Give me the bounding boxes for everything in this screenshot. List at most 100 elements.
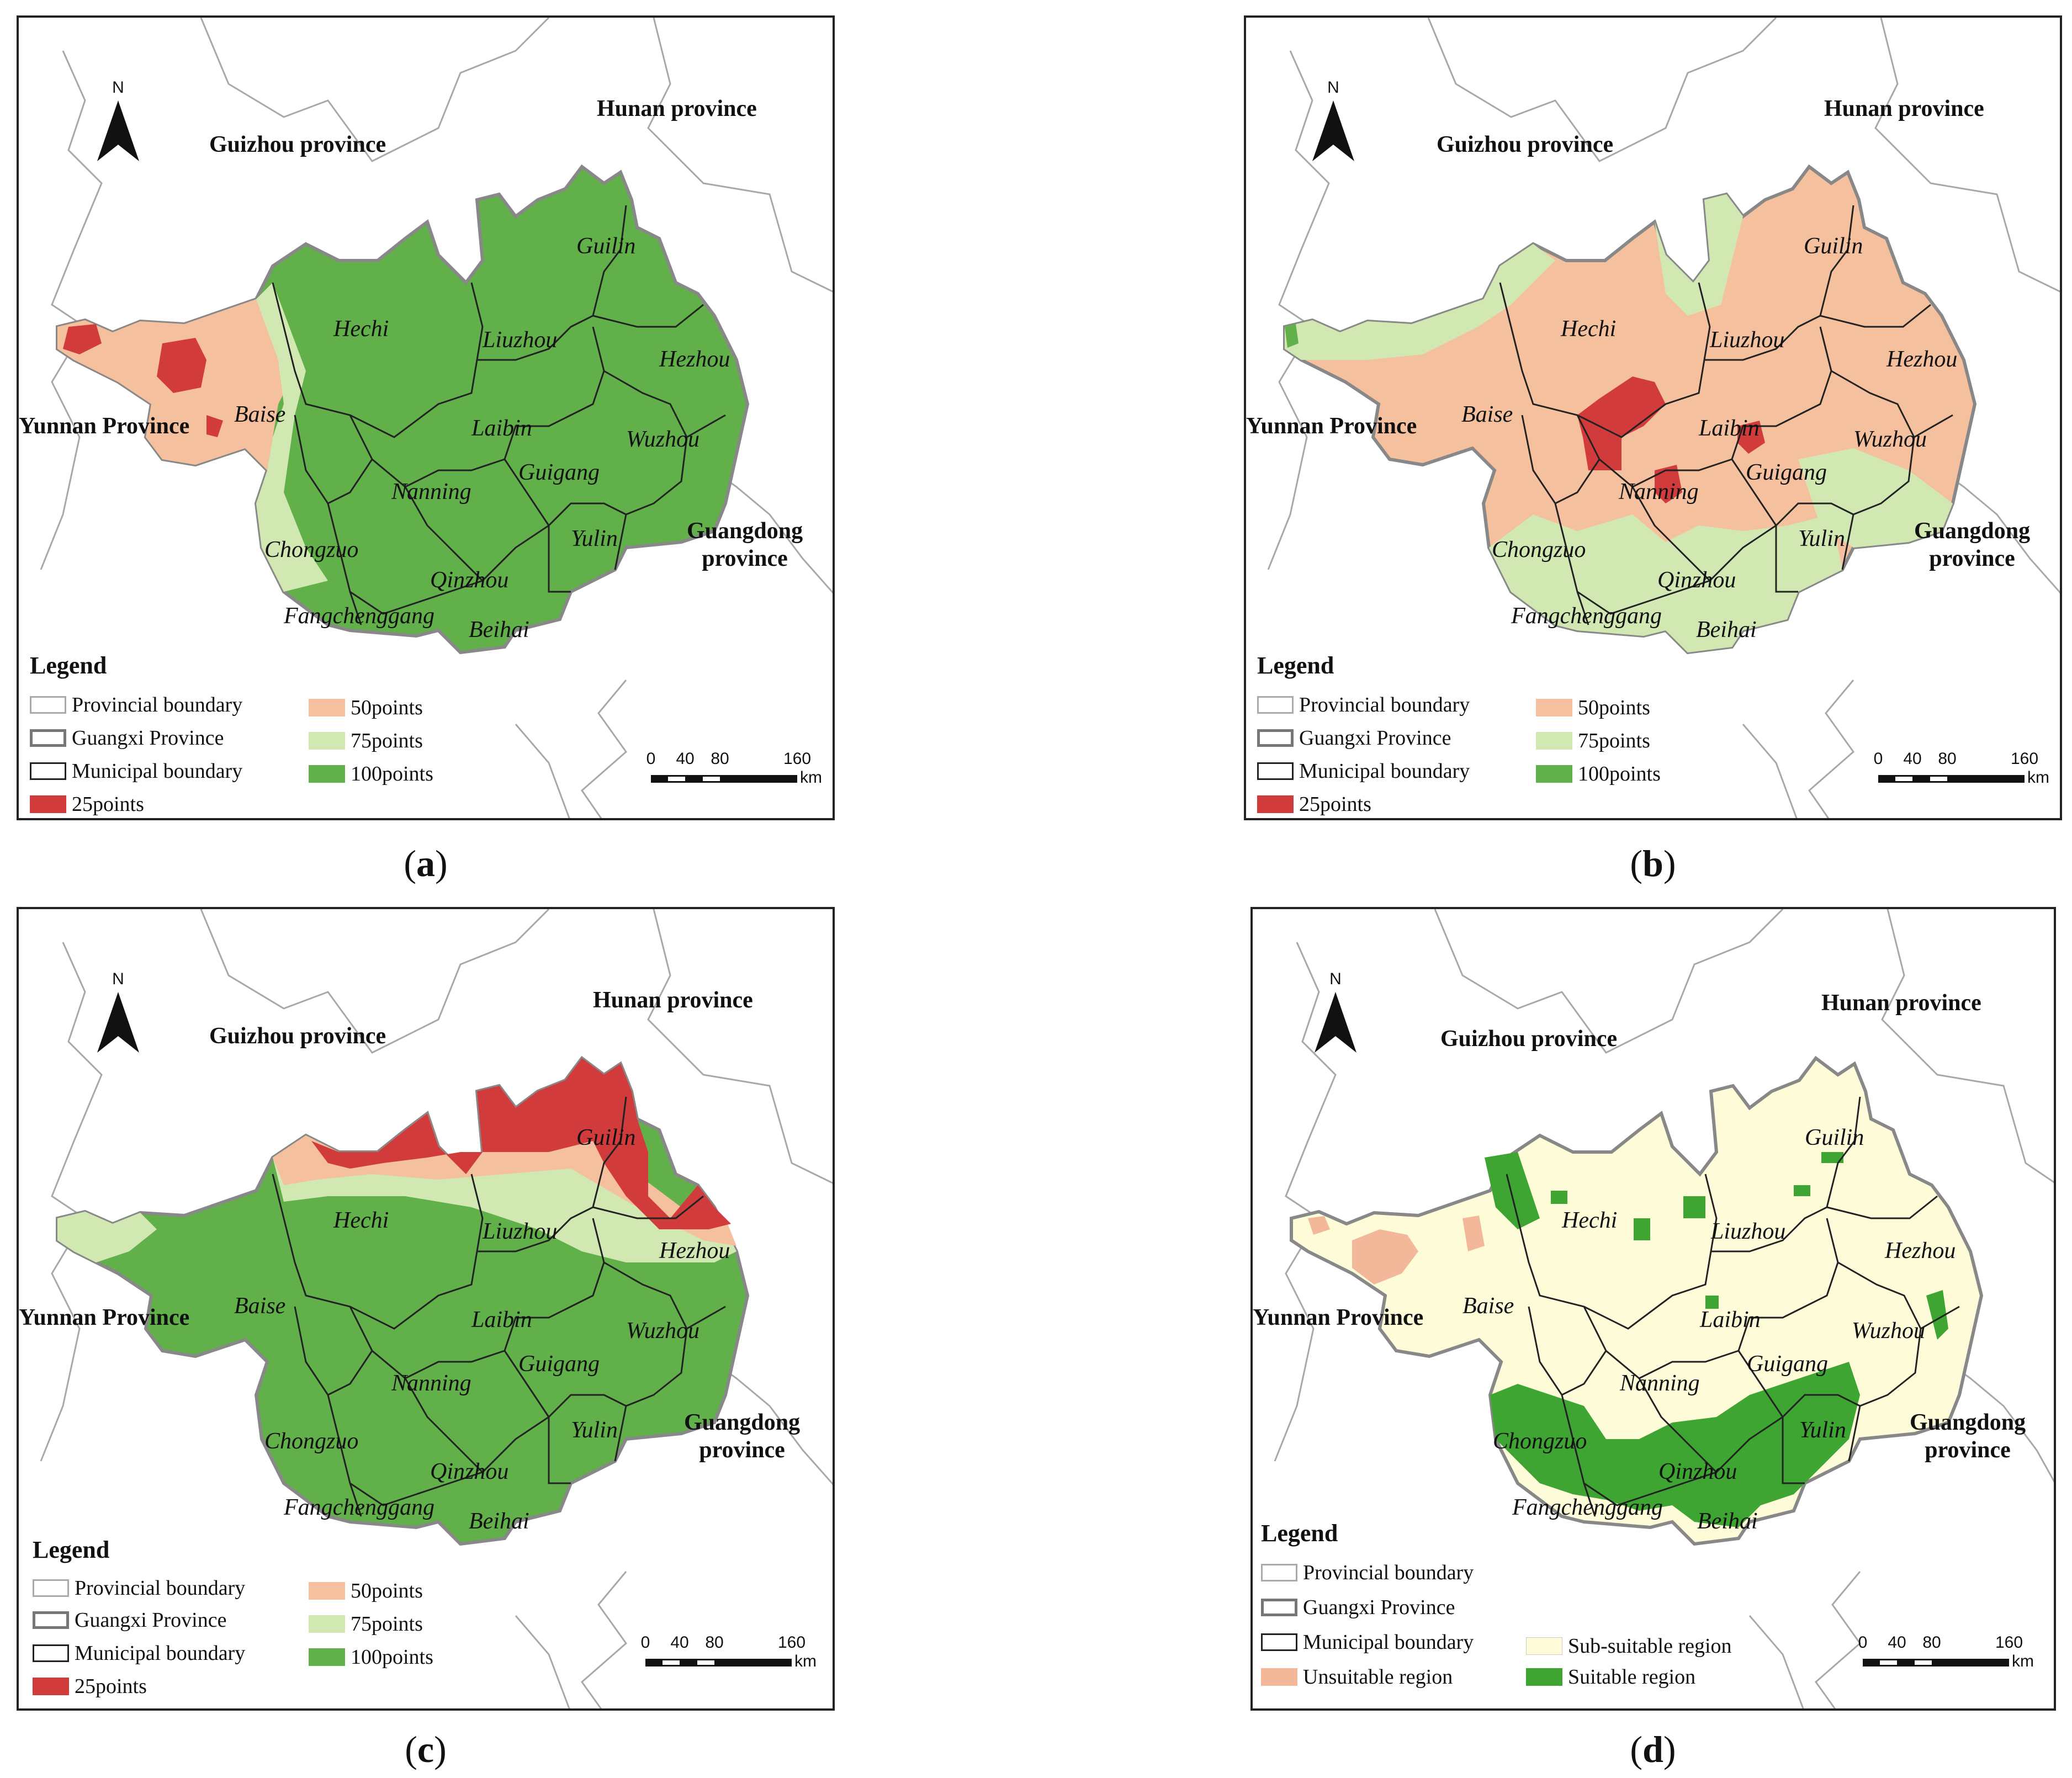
scale-tick-40: 40	[1888, 1633, 1906, 1652]
points-75-region-west	[57, 1212, 157, 1262]
province-label-guangdong: Guangdong province	[1910, 1409, 2026, 1464]
scale-tick-80: 80	[1922, 1633, 1941, 1652]
guangdong-line-1: Guangdong	[684, 1410, 801, 1435]
city-label-guilin: Guilin	[576, 233, 636, 259]
city-label-guilin: Guilin	[576, 1125, 636, 1150]
legend-municipal-boundary: Municipal boundary	[30, 759, 242, 783]
city-label-qinzhou: Qinzhou	[1658, 1459, 1737, 1484]
points-25-region-south	[1655, 465, 1682, 503]
city-label-chongzuo: Chongzuo	[1493, 1429, 1587, 1454]
city-label-guilin: Guilin	[1804, 233, 1863, 259]
map-canvas-c	[40, 909, 833, 1708]
province-label-guangdong: Guangdong province	[1914, 517, 2030, 573]
guangdong-line-2: province	[1929, 546, 2015, 572]
scale-tick-40: 40	[676, 750, 695, 768]
map-panel-c: N Guizhou province Hunan province Yunnan…	[17, 907, 835, 1711]
legend-75points: 75points	[309, 1612, 423, 1636]
legend-provincial-boundary: Provincial boundary	[1261, 1561, 1474, 1585]
caption-a: (a)	[404, 842, 448, 884]
points-75-region-west	[1285, 244, 1555, 360]
city-label-hezhou: Hezhou	[1885, 1238, 1956, 1264]
map-canvas-d	[1274, 909, 2054, 1708]
north-letter: N	[112, 970, 124, 988]
points-75-region-north	[1655, 194, 1743, 316]
caption-d: (d)	[1630, 1728, 1676, 1770]
scale-tick-0: 0	[640, 1633, 650, 1652]
legend-guangxi-province: Guangxi Province	[33, 1608, 226, 1632]
city-label-guigang: Guigang	[1746, 460, 1827, 485]
points-100-region	[1285, 324, 1299, 348]
scale-tick-80: 80	[711, 750, 729, 768]
legend-suitable: Suitable region	[1526, 1665, 1695, 1689]
city-label-beihai: Beihai	[469, 1509, 529, 1534]
province-label-guangdong: Guangdong province	[684, 1409, 800, 1464]
city-label-beihai: Beihai	[469, 617, 529, 643]
city-label-wuzhou: Wuzhou	[1852, 1318, 1926, 1344]
city-label-beihai: Beihai	[1697, 1509, 1758, 1534]
city-label-baise: Baise	[1461, 402, 1513, 427]
scale-bar: 0 40 80 160 km	[640, 1633, 830, 1678]
points-25-region-central	[1577, 376, 1666, 470]
caption-c: (c)	[405, 1728, 447, 1770]
map-panel-b: N Guizhou province Hunan province Yunnan…	[1244, 15, 2062, 820]
unsuitable-region-1	[1308, 1216, 1330, 1235]
scale-tick-160: 160	[777, 1633, 806, 1652]
scale-tick-80: 80	[705, 1633, 724, 1652]
city-label-hechi: Hechi	[1561, 316, 1617, 342]
city-label-guigang: Guigang	[1747, 1351, 1828, 1377]
city-label-hezhou: Hezhou	[1886, 347, 1958, 372]
city-label-qinzhou: Qinzhou	[1657, 567, 1736, 593]
scale-tick-40: 40	[670, 1633, 689, 1652]
legend-title: Legend	[1257, 652, 1334, 679]
legend-provincial-boundary: Provincial boundary	[30, 693, 242, 717]
scale-unit: km	[2027, 768, 2049, 787]
municipal-boundaries	[1499, 205, 1953, 625]
municipal-boundaries	[1506, 1096, 1960, 1517]
unsuitable-region-3	[1462, 1216, 1485, 1251]
province-label-yunnan: Yunnan Province	[1253, 1305, 1424, 1330]
city-label-liuzhou: Liuzhou	[483, 327, 558, 353]
suitable-region-east	[1926, 1290, 1948, 1340]
scale-bar: 0 40 80 160 km	[646, 750, 833, 794]
legend-municipal-boundary: Municipal boundary	[1261, 1630, 1474, 1654]
legend-municipal-boundary: Municipal boundary	[33, 1641, 245, 1665]
map-canvas-a	[40, 18, 833, 818]
scale-tick-40: 40	[1903, 750, 1922, 768]
north-arrow: N	[1311, 78, 1355, 167]
city-label-yulin: Yulin	[1799, 1418, 1846, 1443]
city-label-chongzuo: Chongzuo	[264, 1429, 359, 1454]
province-label-guangdong: Guangdong province	[687, 517, 803, 573]
city-label-wuzhou: Wuzhou	[1853, 427, 1927, 452]
guangdong-line-2: province	[1925, 1437, 2011, 1463]
legend-75points: 75points	[1536, 729, 1650, 753]
legend-50points: 50points	[309, 1579, 423, 1603]
points-75-region-south	[1489, 514, 1842, 652]
city-label-yulin: Yulin	[571, 1418, 618, 1443]
legend-title: Legend	[30, 652, 107, 679]
legend-title: Legend	[33, 1536, 110, 1563]
guangdong-line-2: province	[702, 546, 788, 572]
province-label-hunan: Hunan province	[597, 96, 757, 121]
scale-tick-0: 0	[646, 750, 656, 768]
scale-tick-160: 160	[2010, 750, 2039, 768]
points-75-region	[256, 283, 328, 592]
city-label-yulin: Yulin	[1798, 526, 1845, 551]
city-label-hechi: Hechi	[333, 1208, 389, 1233]
city-label-qinzhou: Qinzhou	[430, 1459, 509, 1484]
province-label-hunan: Hunan province	[1821, 990, 1981, 1016]
city-label-nanning: Nanning	[1620, 1371, 1700, 1396]
legend-75points: 75points	[309, 729, 423, 753]
north-letter: N	[1327, 78, 1339, 97]
city-label-wuzhou: Wuzhou	[626, 1318, 700, 1344]
points-25-region-2	[157, 338, 206, 393]
municipal-boundaries	[272, 205, 726, 625]
city-label-hezhou: Hezhou	[659, 347, 730, 372]
province-label-guizhou: Guizhou province	[1440, 1026, 1618, 1052]
legend-provincial-boundary: Provincial boundary	[33, 1576, 245, 1600]
city-label-laibin: Laibin	[1700, 1307, 1761, 1333]
unsuitable-region-2	[1352, 1229, 1418, 1285]
points-25-region-3	[206, 415, 223, 437]
province-label-yunnan: Yunnan Province	[19, 413, 190, 439]
province-label-hunan: Hunan province	[1824, 96, 1984, 121]
city-label-nanning: Nanning	[391, 479, 471, 505]
